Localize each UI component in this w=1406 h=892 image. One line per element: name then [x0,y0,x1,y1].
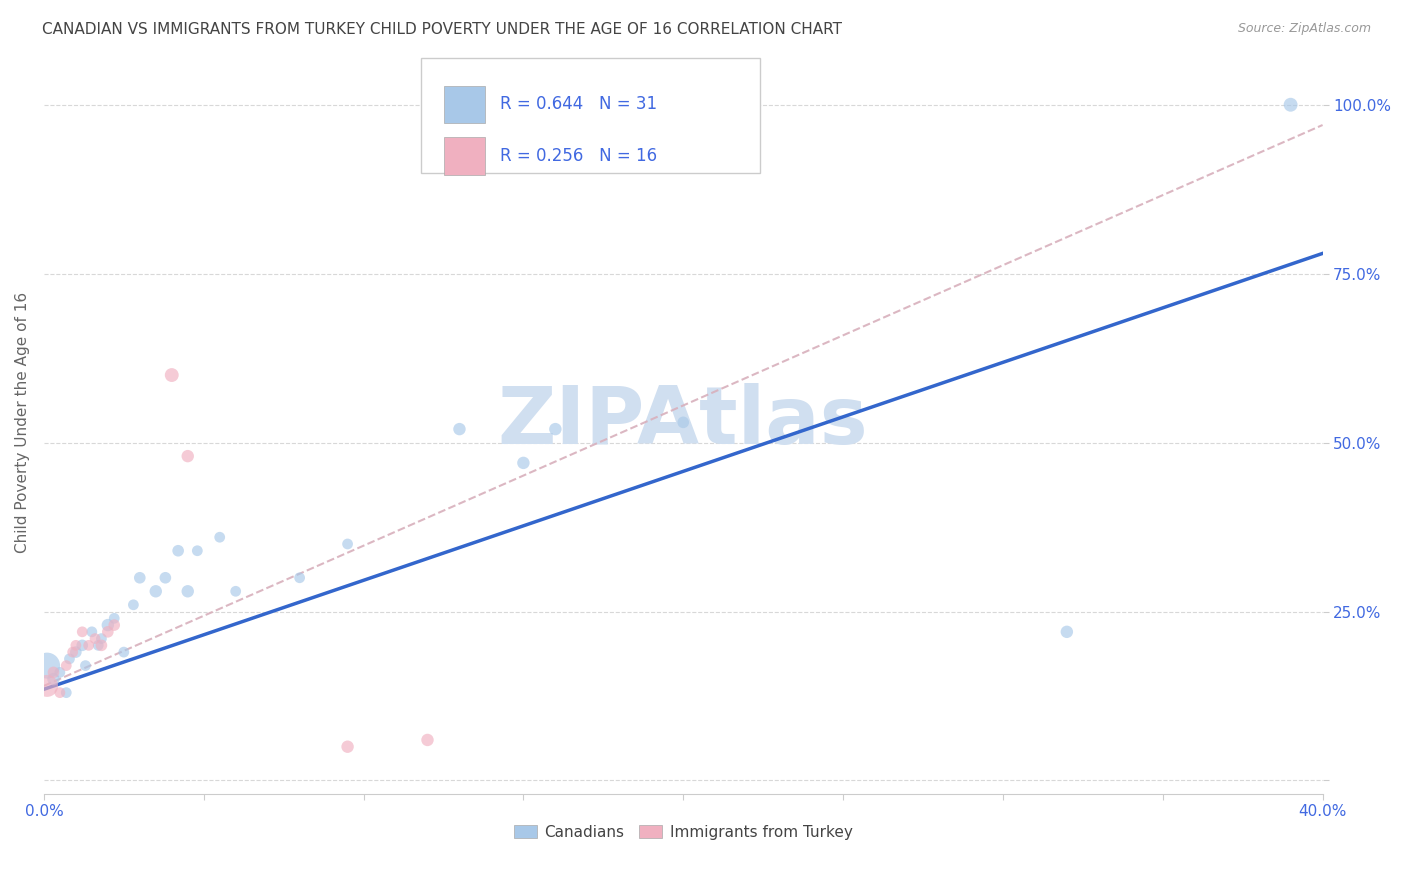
Point [145,584,167,599]
Point [84,632,107,646]
Text: Source: ZipAtlas.com: Source: ZipAtlas.com [1237,22,1371,36]
Point [55,658,77,673]
Point [122,598,145,612]
Point [80,624,103,639]
Point [70,638,93,652]
Point [103,618,125,632]
Text: ZIPAtlas: ZIPAtlas [498,384,869,461]
Point [75,658,97,673]
Point [90,638,112,652]
Point [336,739,359,754]
Point [336,537,359,551]
Point [1279,97,1302,112]
Point [49,665,72,680]
Text: CANADIAN VS IMMIGRANTS FROM TURKEY CHILD POVERTY UNDER THE AGE OF 16 CORRELATION: CANADIAN VS IMMIGRANTS FROM TURKEY CHILD… [42,22,842,37]
Text: R = 0.256   N = 16: R = 0.256 N = 16 [501,147,658,165]
Point [128,571,150,585]
Point [65,638,87,652]
Point [449,422,471,436]
Point [77,638,100,652]
Point [672,415,695,429]
Point [49,686,72,700]
Point [97,624,120,639]
Point [103,611,125,625]
Point [90,632,112,646]
Point [1056,624,1078,639]
Text: R = 0.644   N = 31: R = 0.644 N = 31 [501,95,658,113]
Point [42,665,65,680]
Point [97,618,120,632]
Y-axis label: Child Poverty Under the Age of 16: Child Poverty Under the Age of 16 [15,292,30,553]
Point [55,686,77,700]
Point [225,584,247,599]
FancyBboxPatch shape [444,137,485,175]
Point [186,543,208,558]
Point [177,449,200,463]
Point [65,645,87,659]
Point [35,679,58,693]
Point [416,733,439,747]
Point [512,456,534,470]
Point [42,672,65,686]
FancyBboxPatch shape [422,58,761,173]
Point [62,645,84,659]
Point [70,624,93,639]
Point [87,638,110,652]
Point [155,571,177,585]
Point [58,652,80,666]
Point [288,571,311,585]
Point [112,645,135,659]
FancyBboxPatch shape [444,86,485,123]
Point [177,584,200,599]
Legend: Canadians, Immigrants from Turkey: Canadians, Immigrants from Turkey [508,819,859,846]
Point [167,543,190,558]
Point [160,368,183,382]
Point [35,658,58,673]
Point [208,530,231,544]
Point [544,422,567,436]
